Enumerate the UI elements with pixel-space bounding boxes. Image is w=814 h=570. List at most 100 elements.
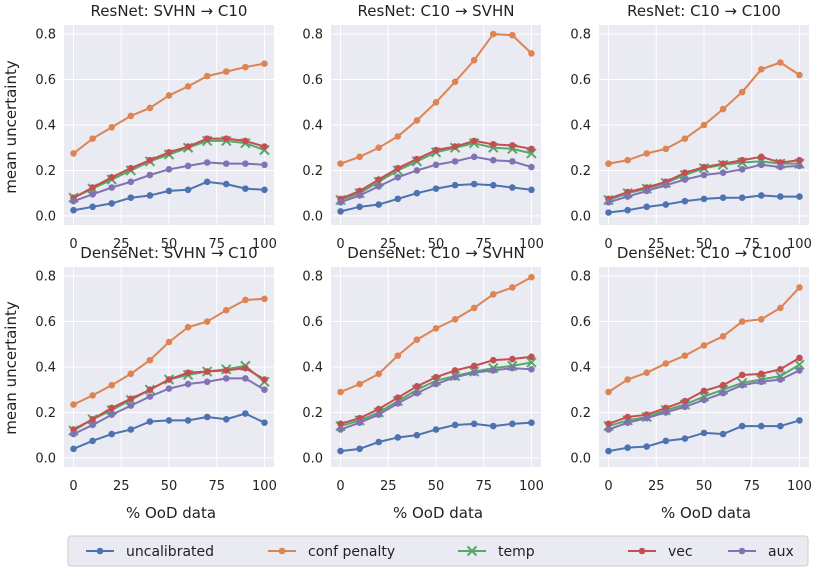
data-point <box>337 208 344 215</box>
y-tick-label: 0.0 <box>570 451 591 466</box>
data-point <box>70 401 77 408</box>
panel-title: DenseNet: C10 → C100 <box>617 244 791 262</box>
data-point <box>470 420 478 428</box>
data-point <box>757 153 765 161</box>
data-point <box>222 306 230 314</box>
data-point <box>681 403 689 411</box>
x-tick-label: 100 <box>519 237 544 252</box>
panel-title: DenseNet: C10 → SVHN <box>347 244 524 262</box>
data-point <box>700 429 708 437</box>
gridlines <box>599 267 809 467</box>
data-point <box>509 184 516 191</box>
data-point <box>242 185 249 192</box>
data-point <box>413 389 421 397</box>
data-point <box>337 388 344 396</box>
data-point <box>394 133 402 140</box>
data-point <box>242 160 249 167</box>
data-point <box>89 437 96 445</box>
data-point <box>432 161 440 169</box>
series-vec <box>337 137 535 203</box>
data-point <box>203 378 211 386</box>
panels: 0.0 0.2 0.4 0.6 0.8 0 25 50 75 100 ResNet: SVHN → … <box>35 2 812 494</box>
data-point <box>719 160 727 167</box>
x-tick-label: 75 <box>475 237 492 252</box>
data-point <box>700 396 708 404</box>
data-point <box>356 380 363 388</box>
panel-2: 0.0 0.2 0.4 0.6 0.8 0 25 50 75 100 ResNet: C10 → S… <box>302 2 544 252</box>
data-point <box>509 284 516 291</box>
x-tick-label: 0 <box>604 479 612 494</box>
data-point <box>242 296 249 304</box>
data-point <box>70 445 77 453</box>
y-tick-label: 0.8 <box>302 270 323 285</box>
data-point <box>681 397 689 405</box>
x-tick-label: 100 <box>787 237 812 252</box>
series-uncalibrated <box>70 178 268 214</box>
y-tick-label: 0.0 <box>302 451 323 466</box>
legend: uncalibrated conf penalty temp vec aux <box>67 535 809 567</box>
data-point <box>337 426 344 433</box>
legend-marker <box>96 547 104 555</box>
gridlines <box>64 267 274 467</box>
panel-3: 0.0 0.2 0.4 0.6 0.8 0 25 50 75 100 ResNet: C10 → C… <box>570 2 812 252</box>
x-tick-label: 100 <box>252 237 277 252</box>
data-point <box>127 194 135 202</box>
data-point <box>184 143 192 150</box>
x-tick-label: 75 <box>743 479 760 494</box>
x-tick-label: 0 <box>336 237 344 252</box>
data-point <box>738 156 746 164</box>
data-point <box>470 304 478 312</box>
data-point <box>432 426 440 433</box>
data-point <box>222 415 230 423</box>
data-point <box>394 195 402 203</box>
data-point <box>777 304 784 312</box>
x-tick-label: 100 <box>787 479 812 494</box>
data-point <box>624 413 631 421</box>
data-point <box>719 333 727 340</box>
data-point <box>624 156 631 164</box>
data-point <box>719 389 727 397</box>
data-point <box>432 380 440 388</box>
data-point <box>796 367 803 374</box>
data-point <box>146 418 154 425</box>
data-point <box>700 171 708 179</box>
data-point <box>526 357 537 368</box>
data-point <box>528 419 535 426</box>
data-point <box>757 192 765 199</box>
data-point <box>261 419 268 426</box>
data-point <box>796 71 803 79</box>
data-point <box>777 159 784 166</box>
data-point <box>375 405 383 413</box>
x-axis-label-2: % OoD data <box>393 504 483 522</box>
data-point <box>528 186 535 194</box>
y-tick-label: 0.0 <box>302 209 323 224</box>
x-tick-label: 50 <box>696 237 713 252</box>
data-point <box>413 431 421 439</box>
data-point <box>242 410 249 417</box>
data-point <box>681 135 689 142</box>
data-point <box>509 158 516 165</box>
data-point <box>662 181 670 189</box>
data-point <box>242 63 249 71</box>
data-point <box>719 105 727 113</box>
data-point <box>89 392 96 399</box>
data-point <box>394 394 402 401</box>
y-tick-label: 0.2 <box>302 164 323 179</box>
data-point <box>70 426 77 433</box>
data-point <box>470 362 478 370</box>
data-point <box>662 145 670 153</box>
series-conf-penalty <box>605 284 803 396</box>
y-tick-label: 0.2 <box>570 406 591 421</box>
data-point <box>796 354 803 362</box>
data-point <box>528 365 535 373</box>
data-point <box>662 404 670 412</box>
data-point <box>489 367 497 374</box>
data-point <box>528 145 535 153</box>
y-tick-label: 0.8 <box>570 28 591 43</box>
data-point <box>356 445 363 453</box>
data-point <box>127 402 135 409</box>
y-tick-label: 0.0 <box>35 451 56 466</box>
data-point <box>526 148 537 159</box>
data-point <box>605 209 612 216</box>
data-point <box>127 178 135 186</box>
